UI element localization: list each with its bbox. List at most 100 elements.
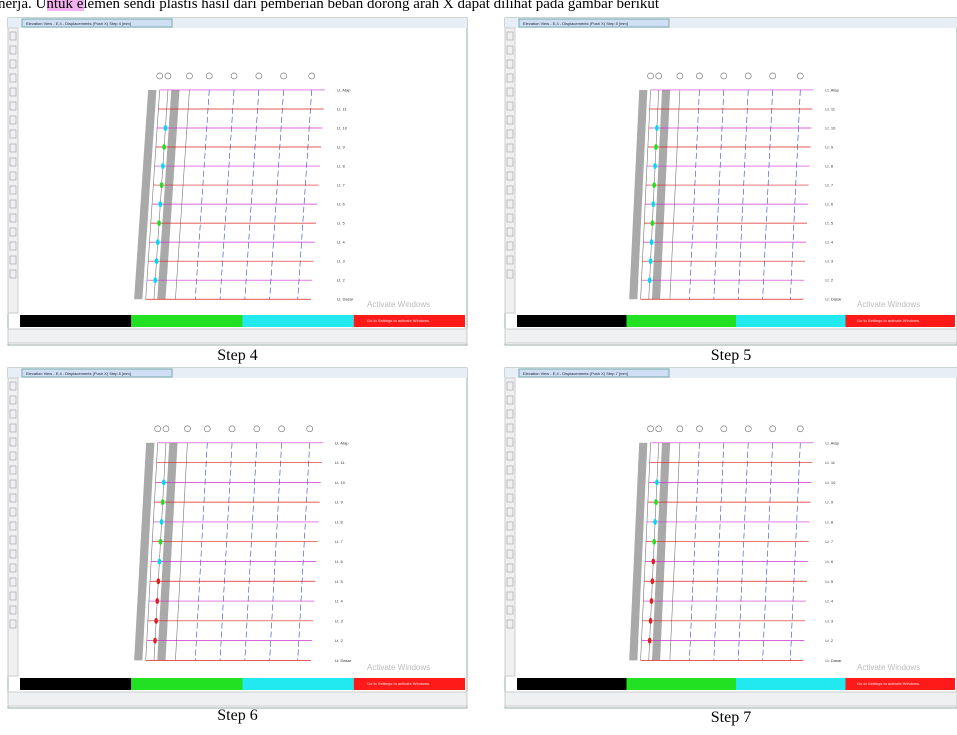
column <box>689 442 700 661</box>
window-frame <box>504 367 957 709</box>
story-label: Lt. 3 <box>825 259 834 264</box>
tool-icon <box>506 591 514 601</box>
legend-bar <box>626 678 736 690</box>
story-label: Lt. 4 <box>825 240 834 245</box>
tool-icon <box>506 115 514 125</box>
hinge <box>654 144 658 151</box>
column <box>790 442 801 661</box>
column <box>194 442 208 661</box>
tool-icon <box>9 59 17 69</box>
tool-icon <box>9 535 17 545</box>
tool-icon <box>9 45 17 55</box>
window: Elevation View - E,4 - Displacements (Pu… <box>7 367 468 709</box>
hinge <box>159 182 164 189</box>
column-head <box>720 72 728 80</box>
column-head <box>720 425 728 433</box>
window-frame <box>7 367 468 709</box>
story-label: Lt. 8 <box>825 519 834 524</box>
tool-icon <box>9 409 17 419</box>
tool-icon <box>506 213 514 223</box>
shear-wall <box>134 442 155 661</box>
legend-bar <box>353 315 465 327</box>
toolbar <box>504 377 516 677</box>
column-head <box>655 425 663 433</box>
hinge <box>159 518 164 525</box>
legend-bar <box>736 678 846 690</box>
story-label: Lt. Dasar <box>825 297 842 302</box>
column-head <box>647 72 654 80</box>
column-head <box>156 72 163 80</box>
column-head <box>676 72 684 80</box>
tool-icon <box>506 185 514 195</box>
tool-icon <box>9 171 17 181</box>
hinge <box>651 558 656 565</box>
tool-icon <box>9 241 17 251</box>
legend-bar <box>736 315 846 327</box>
tool-icon <box>9 73 17 83</box>
tool-icon <box>9 255 17 265</box>
column <box>737 442 749 661</box>
tool-icon <box>9 115 17 125</box>
column-head <box>186 72 193 80</box>
story-label: Lt. 8 <box>825 164 834 169</box>
watermark-subtitle: Go to Settings to activate Windows. <box>367 681 430 686</box>
story-label: Lt. 2 <box>825 278 834 283</box>
title-bar <box>505 368 957 378</box>
hinge <box>653 163 657 170</box>
watermark-title: Activate Windows <box>857 300 920 309</box>
column <box>175 442 188 661</box>
legend-bar <box>845 678 955 690</box>
toolbar <box>7 377 19 677</box>
tool-icon <box>506 227 514 237</box>
tool-icon <box>9 87 17 97</box>
column <box>689 89 700 300</box>
step-caption: Step 6 <box>217 707 257 724</box>
legend-bar <box>242 315 354 327</box>
shear-wall <box>157 89 180 300</box>
window-title: Elevation View - E,4 - Displacements (Pu… <box>523 21 628 26</box>
column <box>153 442 167 661</box>
tool-icon <box>506 255 514 265</box>
story-label: Lt. 8 <box>337 164 346 169</box>
hinge <box>651 201 656 208</box>
tool-icon <box>9 381 17 391</box>
story-label: Lt. 8 <box>335 519 344 524</box>
watermark-title: Activate Windows <box>857 663 920 672</box>
tool-icon <box>506 143 514 153</box>
column <box>648 442 660 661</box>
story-label: Lt. 11 <box>335 460 345 465</box>
shear-wall <box>651 89 671 300</box>
tool-icon <box>9 143 17 153</box>
column <box>713 442 725 661</box>
story-label: Lt. 3 <box>825 618 834 623</box>
column-head <box>744 72 752 80</box>
column-head <box>203 425 211 433</box>
column-head <box>676 425 684 433</box>
tool-icon <box>506 45 514 55</box>
window: Elevation View - E,4 - Displacements (Pu… <box>7 17 468 346</box>
tool-icon <box>9 269 17 279</box>
hinge <box>153 277 158 284</box>
hinge <box>652 182 656 189</box>
tool-icon <box>9 227 17 237</box>
tool-icon <box>506 479 514 489</box>
tool-icon <box>9 507 17 517</box>
tool-icon <box>506 549 514 559</box>
story-label: Lt. 5 <box>337 221 346 226</box>
hinge <box>655 479 659 486</box>
step-caption: Step 5 <box>711 347 751 364</box>
column-head <box>164 72 172 80</box>
hinge <box>649 598 654 605</box>
story-label: Lt. 7 <box>825 183 834 188</box>
column <box>737 89 749 300</box>
story-label: Lt. 10 <box>335 480 346 485</box>
tool-icon <box>9 101 17 111</box>
shear-wall <box>134 89 157 300</box>
title-bar <box>8 18 467 28</box>
status-bar <box>7 328 468 344</box>
column-head <box>306 425 314 433</box>
column <box>640 89 651 300</box>
column <box>762 89 773 300</box>
story-label: Lt. 9 <box>335 500 344 505</box>
column <box>244 89 260 300</box>
